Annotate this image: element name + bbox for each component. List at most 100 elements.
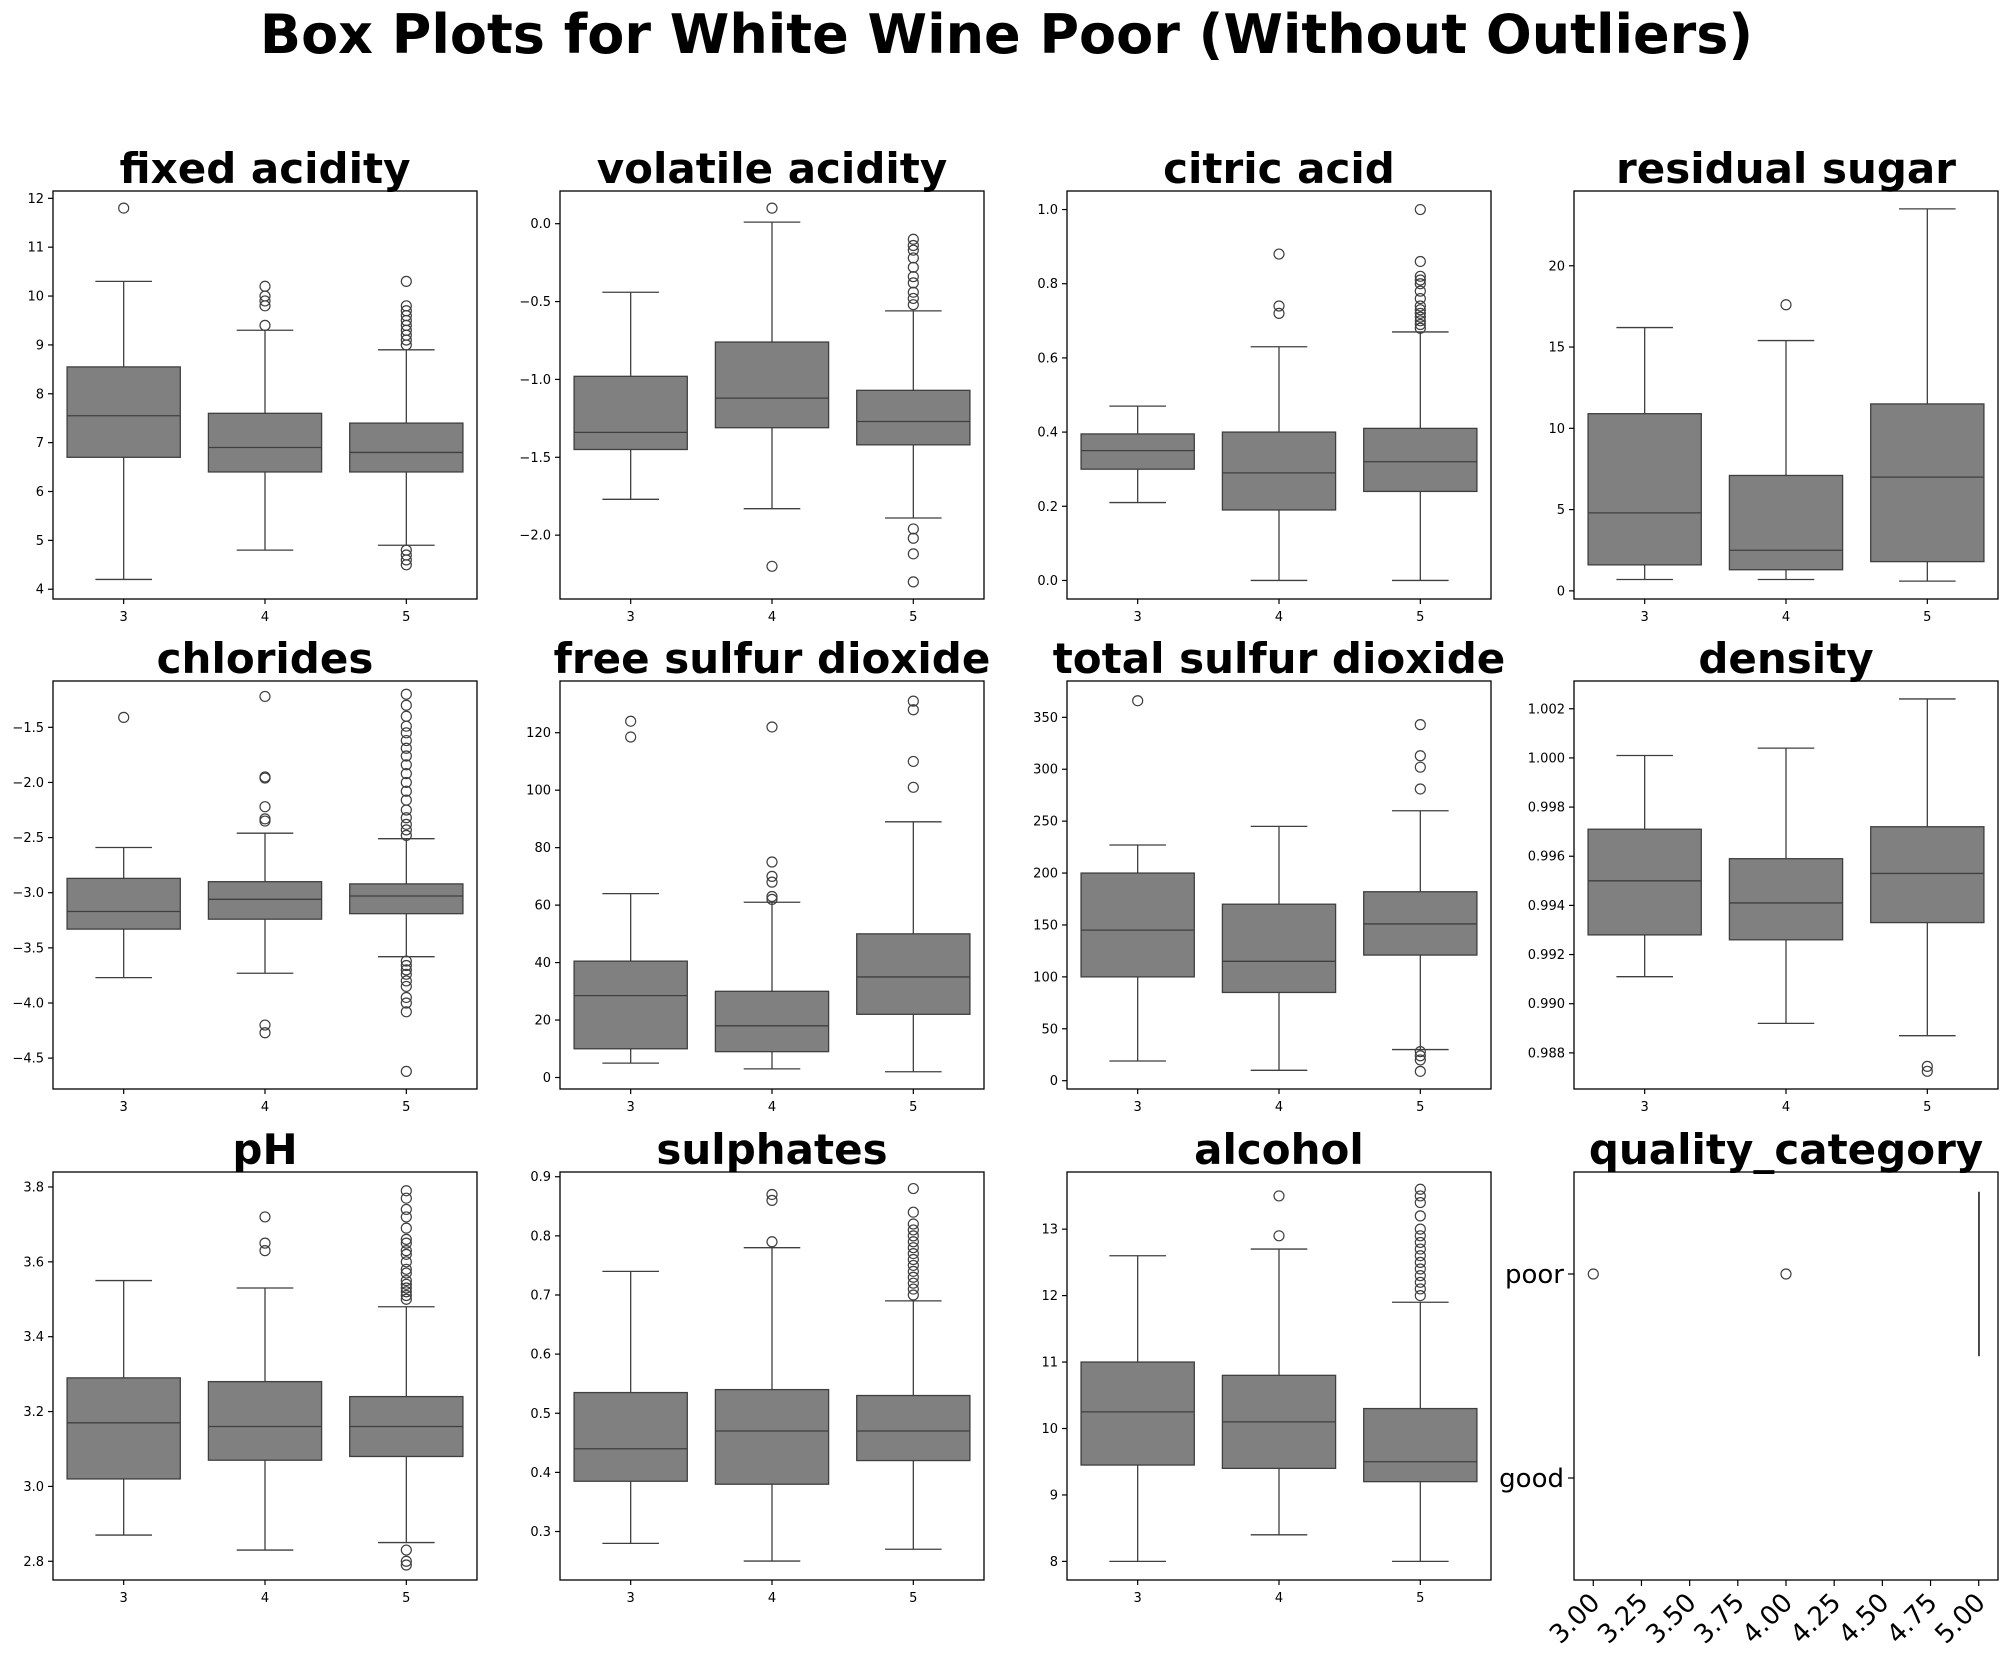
outlier-point [259, 771, 271, 783]
outlier-point [1414, 1270, 1426, 1282]
x-tick-label-4: 4 [261, 1591, 269, 1606]
x-tick-label-5: 5 [402, 610, 410, 625]
outlier-point [259, 1027, 271, 1039]
y-tick-label-poor: poor [1505, 1260, 1564, 1290]
box-body [207, 1380, 323, 1461]
outlier-point [400, 549, 412, 561]
box-3 [1587, 754, 1702, 978]
y-tick-label: 12 [1041, 1289, 1058, 1304]
y-tick-label: 100 [526, 784, 551, 799]
outlier-point [766, 1236, 778, 1248]
x-tick-label-4: 4 [1782, 610, 1790, 625]
outlier-point [400, 750, 412, 762]
subplot-title: quality_category [1589, 1125, 1983, 1174]
outlier-point [400, 824, 412, 836]
outlier-point [1414, 322, 1426, 334]
outlier-point [907, 1224, 919, 1236]
outlier-point [400, 1286, 412, 1298]
box-4 [1221, 1190, 1337, 1536]
outlier-point [400, 1278, 412, 1290]
box-body [349, 883, 464, 915]
outlier-point [400, 812, 412, 824]
box-body [1587, 828, 1702, 936]
y-tick-label: 3.4 [23, 1330, 44, 1345]
outlier-point [766, 870, 778, 882]
outlier-point [1414, 274, 1426, 286]
subplot-ph: pH 2.8 3.0 3.2 3.4 3.6 3.8 3 4 5 [23, 1125, 478, 1606]
y-tick-label: 100 [1033, 970, 1058, 985]
y-tick-label: 5 [1557, 503, 1565, 518]
box-4 [207, 1211, 323, 1551]
subplot-title: pH [232, 1125, 297, 1174]
outlier-point [907, 523, 919, 535]
outlier-point [907, 1283, 919, 1295]
x-tick-label: 3.25 [1592, 1588, 1654, 1650]
x-tick-label-4: 4 [1782, 1100, 1790, 1115]
box-3 [66, 711, 181, 979]
outlier-point [400, 768, 412, 780]
y-tick-label: 8 [1050, 1555, 1058, 1570]
y-tick-label: 15 [1548, 341, 1565, 356]
outlier-point [400, 742, 412, 754]
outlier-point [1414, 278, 1426, 290]
outlier-point [118, 202, 130, 214]
x-tick-label-4: 4 [261, 610, 269, 625]
outlier-point [400, 1544, 412, 1556]
outlier-point [907, 1218, 919, 1230]
y-tick-label: 10 [1041, 1422, 1058, 1437]
outlier-point [400, 1248, 412, 1260]
x-tick-label-5: 5 [909, 1591, 917, 1606]
box-5 [349, 275, 464, 571]
outlier-point [766, 560, 778, 572]
x-tick-label: 3.00 [1544, 1588, 1606, 1650]
plot-frame [1066, 1171, 1492, 1581]
outlier-point [1921, 1065, 1933, 1077]
outlier-point [1414, 761, 1426, 773]
x-tick-label: 4.00 [1737, 1588, 1799, 1650]
outlier-point [907, 277, 919, 289]
outlier-point [400, 1065, 412, 1077]
outlier-point [1414, 1230, 1426, 1242]
box-4 [1221, 248, 1337, 582]
y-tick-label: 5 [36, 534, 44, 549]
x-tick-label-4: 4 [768, 1100, 776, 1115]
outlier-point [907, 1265, 919, 1277]
outlier-point [400, 275, 412, 287]
y-tick-label: 9 [1050, 1488, 1058, 1503]
plot-frame [52, 680, 478, 1090]
plot-frame [559, 190, 985, 600]
box-5 [1363, 203, 1478, 582]
box-body [66, 877, 181, 930]
box-5 [856, 1182, 971, 1550]
outlier-point [1414, 1183, 1426, 1195]
box-5 [1363, 719, 1478, 1077]
y-tick-label: 10 [27, 290, 44, 305]
y-tick-label: 8 [36, 387, 44, 402]
outlier-point [1414, 1243, 1426, 1255]
subplot-title: density [1698, 634, 1873, 683]
outlier-point [400, 804, 412, 816]
y-tick-label: −2.0 [519, 529, 551, 544]
outlier-point [1414, 307, 1426, 319]
outlier-point [1414, 304, 1426, 316]
outlier-point [1414, 1256, 1426, 1268]
y-tick-label: 0.992 [1528, 948, 1565, 963]
x-tick-label-3: 3 [1641, 1100, 1649, 1115]
outlier-point [1273, 1190, 1285, 1202]
outlier-point [1780, 299, 1792, 311]
outlier-point [400, 1555, 412, 1567]
outlier-point [907, 233, 919, 245]
box-4 [207, 690, 323, 1039]
box-5 [1870, 698, 1985, 1077]
outlier-point [400, 710, 412, 722]
outlier-point [766, 721, 778, 733]
x-tick-label-3: 3 [120, 1591, 128, 1606]
x-tick-label-3: 3 [1134, 1100, 1142, 1115]
box-3 [66, 1279, 181, 1536]
outlier-point [1414, 1283, 1426, 1295]
box-5 [349, 1185, 464, 1571]
box-3 [573, 1270, 688, 1544]
y-tick-label: 0.8 [530, 1229, 551, 1244]
outlier-point [259, 1245, 271, 1257]
y-tick-label-good: good [1499, 1464, 1564, 1494]
